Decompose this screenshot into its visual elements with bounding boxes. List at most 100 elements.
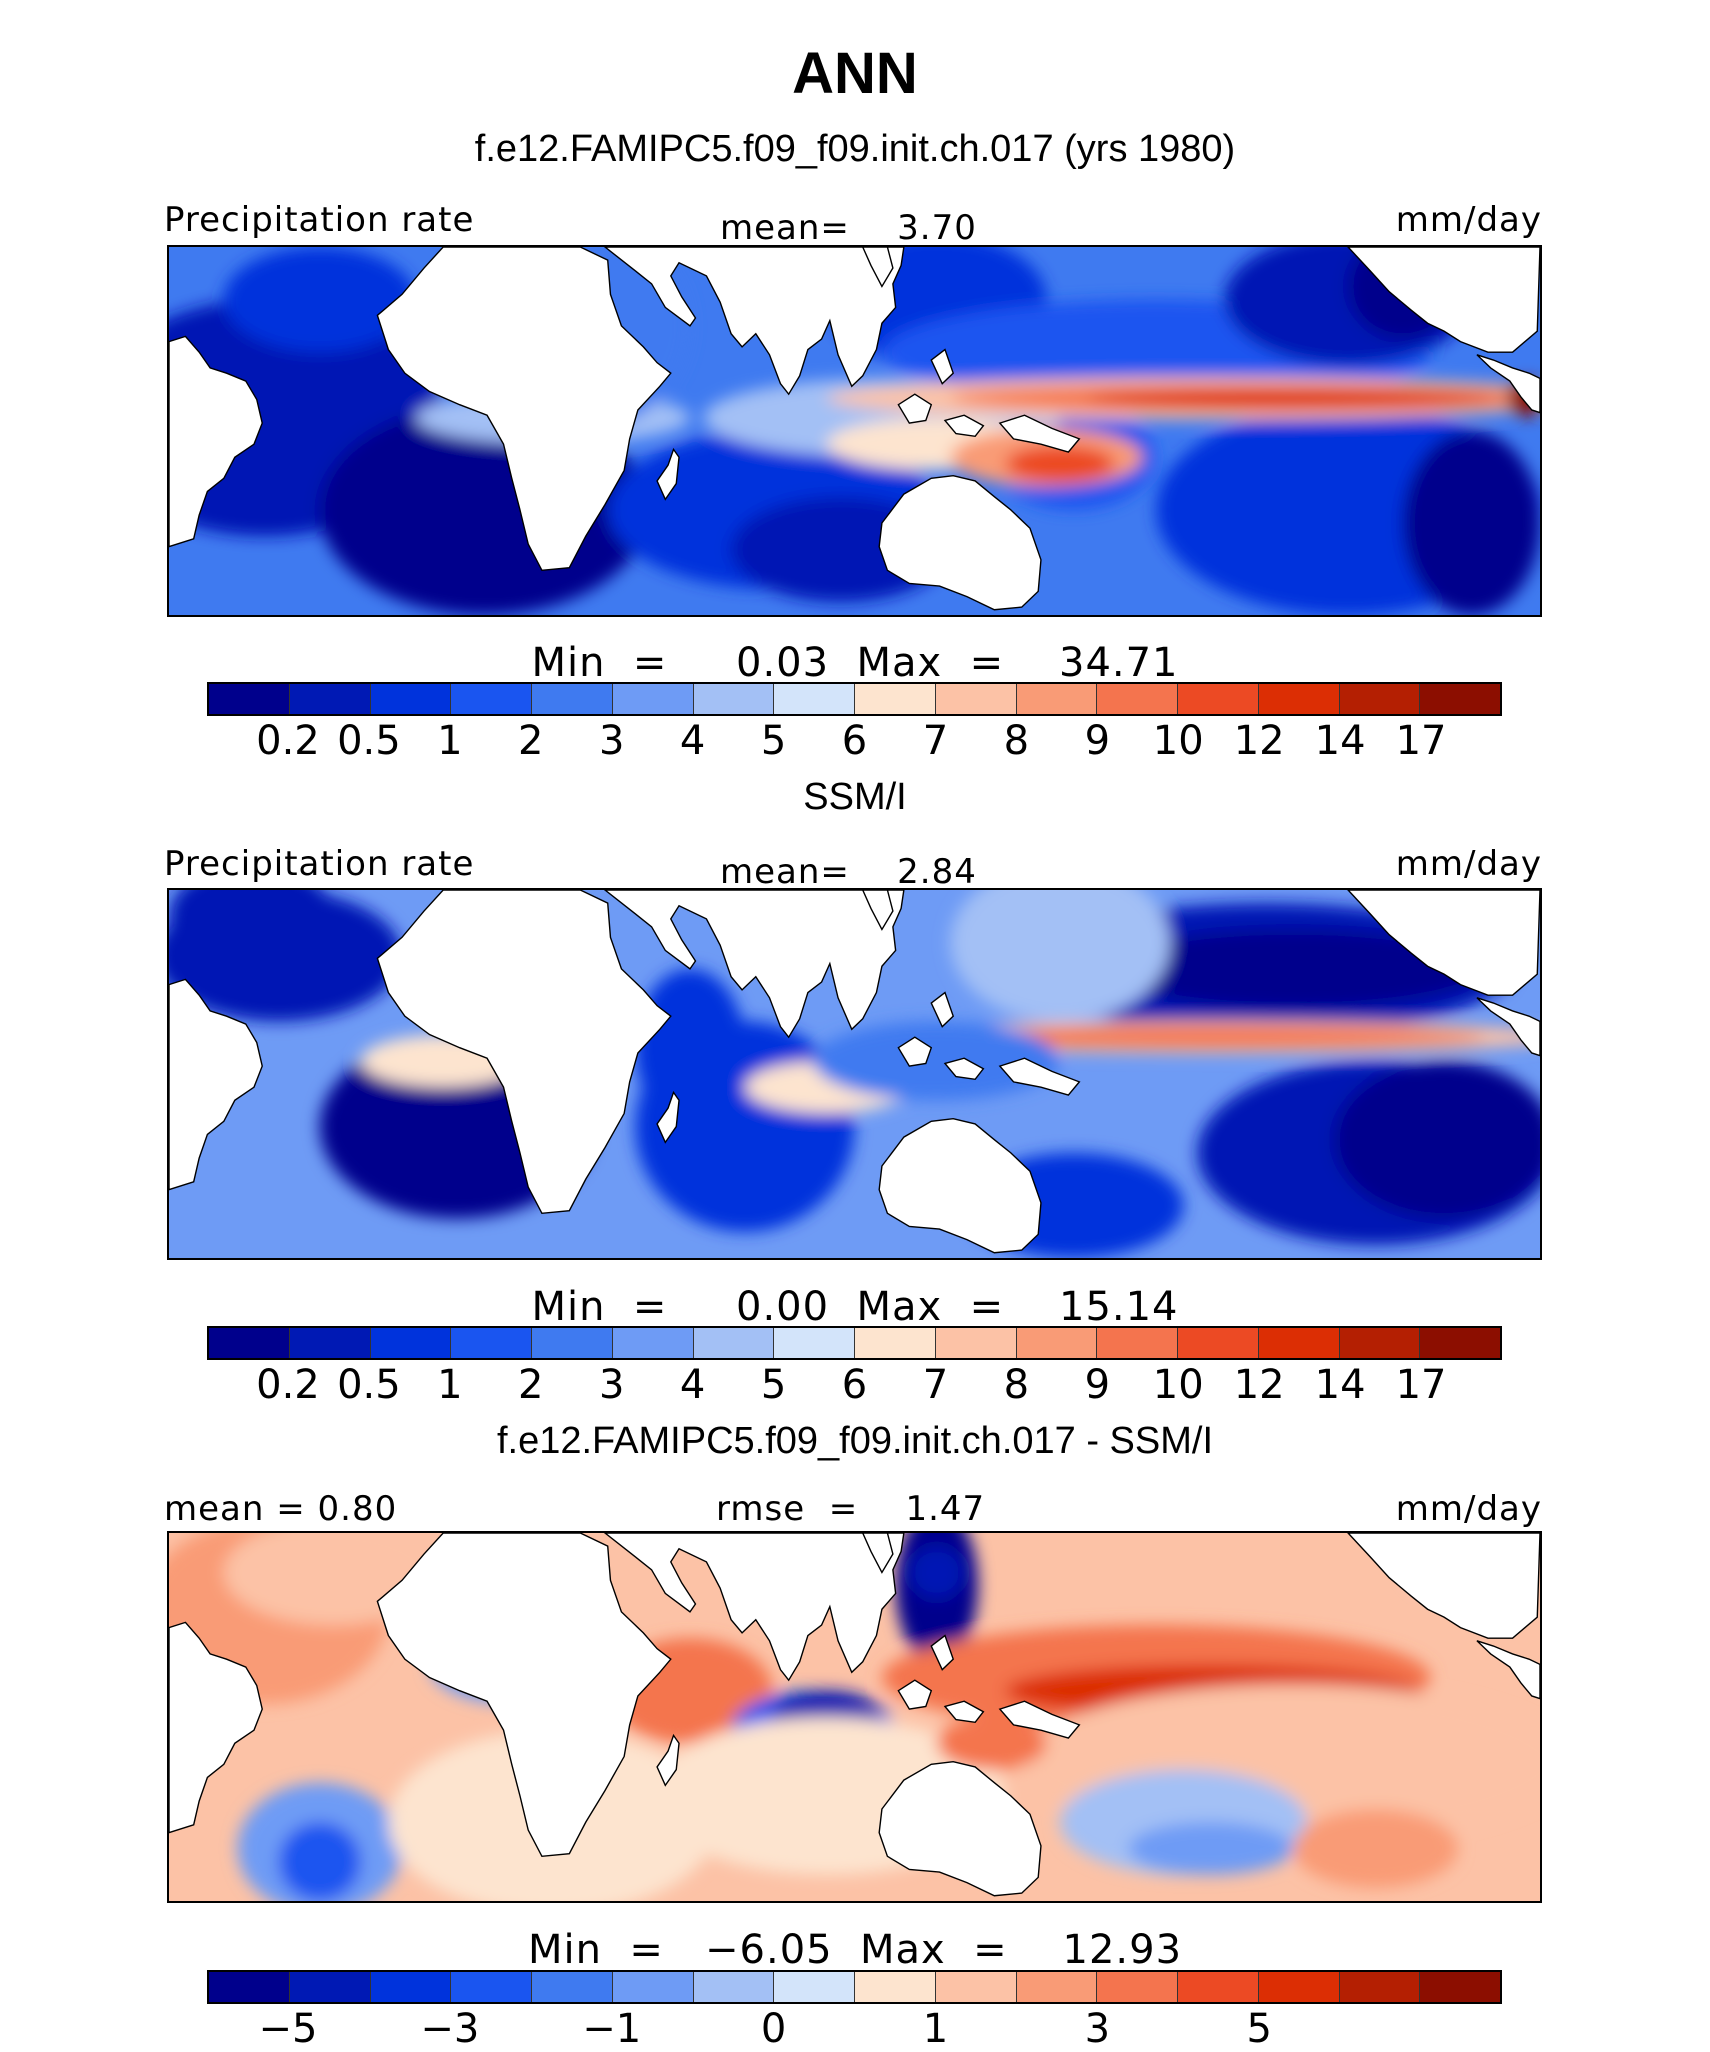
colorbar-tick-label: 8 bbox=[1003, 718, 1030, 764]
colorbar-tick-label: 14 bbox=[1314, 718, 1366, 764]
land-outline bbox=[1000, 415, 1080, 452]
colorbar-swatch bbox=[693, 1972, 775, 2002]
colorbar-swatch bbox=[1258, 1972, 1340, 2002]
colorbar-swatch bbox=[1097, 684, 1178, 714]
colorbar-swatch bbox=[1178, 684, 1259, 714]
colorbar-swatch bbox=[855, 1972, 936, 2002]
colorbar-swatch bbox=[1258, 684, 1340, 714]
colorbar-swatch bbox=[1016, 684, 1098, 714]
colorbar-swatch bbox=[370, 1328, 452, 1358]
colorbar-swatch bbox=[532, 1328, 613, 1358]
colorbar-tick-label: 0 bbox=[760, 2006, 787, 2052]
colorbar-swatch bbox=[370, 1972, 452, 2002]
panel-1-map bbox=[167, 245, 1542, 617]
land-outline bbox=[657, 1735, 679, 1785]
colorbar-swatch bbox=[1339, 1972, 1421, 2002]
colorbar-tick-label: 0.2 bbox=[256, 718, 320, 764]
field-blob bbox=[1334, 1060, 1540, 1219]
colorbar-swatch bbox=[1420, 1328, 1500, 1358]
colorbar-swatch bbox=[693, 684, 775, 714]
land-outline bbox=[879, 1762, 1041, 1896]
colorbar-tick-label: 3 bbox=[598, 1362, 625, 1408]
land-outline bbox=[657, 1092, 679, 1142]
panel-1-tick-labels: 0.2 0.5 1 2 3 4 5 6 7 8 9 10 12 14 17 bbox=[207, 718, 1502, 764]
colorbar-tick-label: 3 bbox=[598, 718, 625, 764]
colorbar-tick-label: 0.5 bbox=[337, 718, 401, 764]
colorbar-tick-label: 0.2 bbox=[256, 1362, 320, 1408]
panel-1-left-label: Precipitation rate bbox=[164, 200, 475, 240]
land-outline bbox=[898, 1037, 931, 1066]
colorbar-swatch bbox=[612, 1328, 694, 1358]
colorbar-tick-label: 4 bbox=[679, 718, 706, 764]
colorbar-swatch bbox=[612, 684, 694, 714]
colorbar-swatch bbox=[370, 684, 452, 714]
panel-1-colorbar bbox=[207, 682, 1502, 716]
field-blob bbox=[936, 1026, 1486, 1048]
land-outline bbox=[605, 1533, 904, 1680]
colorbar-tick-label: 6 bbox=[841, 1362, 868, 1408]
land-outline bbox=[945, 415, 983, 436]
field-blob bbox=[950, 890, 1170, 1022]
colorbar-tick-label: −5 bbox=[258, 2006, 318, 2052]
land-outline bbox=[898, 394, 931, 423]
colorbar-swatch bbox=[209, 1328, 290, 1358]
land-outline bbox=[863, 1533, 893, 1572]
colorbar-swatch bbox=[935, 1328, 1017, 1358]
field-blob bbox=[936, 1717, 1047, 1770]
panel-2-center-label: mean= 2.84 bbox=[720, 852, 977, 892]
colorbar-swatch bbox=[1339, 684, 1421, 714]
colorbar-swatch bbox=[289, 684, 371, 714]
land-outline bbox=[931, 993, 953, 1027]
field-blob bbox=[223, 247, 416, 353]
land-outline bbox=[1000, 1701, 1080, 1738]
colorbar-swatch bbox=[209, 684, 290, 714]
colorbar-swatch bbox=[289, 1972, 371, 2002]
field-blob bbox=[278, 1822, 361, 1901]
colorbar-swatch bbox=[1097, 1972, 1178, 2002]
panel-3-left-label: mean = 0.80 bbox=[164, 1489, 398, 1529]
colorbar-swatch bbox=[1420, 1972, 1500, 2002]
land-outline bbox=[879, 476, 1041, 610]
land-outline bbox=[605, 247, 904, 394]
colorbar-tick-label: 7 bbox=[922, 1362, 949, 1408]
land-outline bbox=[377, 1533, 670, 1856]
colorbar-swatch bbox=[451, 1972, 532, 2002]
field-blob bbox=[388, 1100, 553, 1206]
colorbar-tick-label: 1 bbox=[437, 1362, 463, 1408]
panel-2-left-label: Precipitation rate bbox=[164, 844, 475, 884]
panel-3-tick-labels: −5 −3 −1 0 1 3 5 bbox=[207, 2006, 1502, 2052]
colorbar-swatch bbox=[1258, 1328, 1340, 1358]
land-outline bbox=[945, 1701, 983, 1722]
field-blob bbox=[1087, 388, 1499, 408]
land-outline bbox=[605, 890, 904, 1037]
colorbar-tick-label: 9 bbox=[1084, 1362, 1111, 1408]
land-outline bbox=[1477, 1641, 1540, 1699]
colorbar-tick-label: 1 bbox=[437, 718, 463, 764]
colorbar-swatch bbox=[612, 1972, 694, 2002]
field-blob bbox=[1128, 1822, 1294, 1875]
colorbar-swatch bbox=[855, 1328, 936, 1358]
land-outline bbox=[169, 1622, 262, 1832]
colorbar-tick-label: 4 bbox=[679, 1362, 706, 1408]
colorbar-swatch bbox=[693, 1328, 775, 1358]
land-outline bbox=[377, 247, 670, 570]
panel-3-colorbar bbox=[207, 1970, 1502, 2004]
colorbar-swatch bbox=[935, 684, 1017, 714]
colorbar-tick-label: 10 bbox=[1152, 718, 1204, 764]
colorbar-tick-label: 0.5 bbox=[337, 1362, 401, 1408]
panel-3-map bbox=[167, 1531, 1542, 1903]
colorbar-swatch bbox=[1339, 1328, 1421, 1358]
panel-2-minmax: Min = 0.00 Max = 15.14 bbox=[531, 1284, 1179, 1330]
panel-2-subtitle: SSM/I bbox=[803, 776, 907, 818]
colorbar-swatch bbox=[1016, 1328, 1098, 1358]
field-blob bbox=[1293, 1809, 1458, 1888]
colorbar-tick-label: 17 bbox=[1395, 1362, 1447, 1408]
panel-1-minmax: Min = 0.03 Max = 34.71 bbox=[531, 640, 1179, 686]
colorbar-swatch bbox=[1178, 1972, 1259, 2002]
colorbar-tick-label: −1 bbox=[582, 2006, 642, 2052]
land-outline bbox=[169, 336, 262, 546]
land-outline bbox=[863, 890, 893, 929]
colorbar-tick-label: 12 bbox=[1233, 718, 1285, 764]
land-outline bbox=[945, 1058, 983, 1079]
colorbar-swatch bbox=[532, 1972, 613, 2002]
